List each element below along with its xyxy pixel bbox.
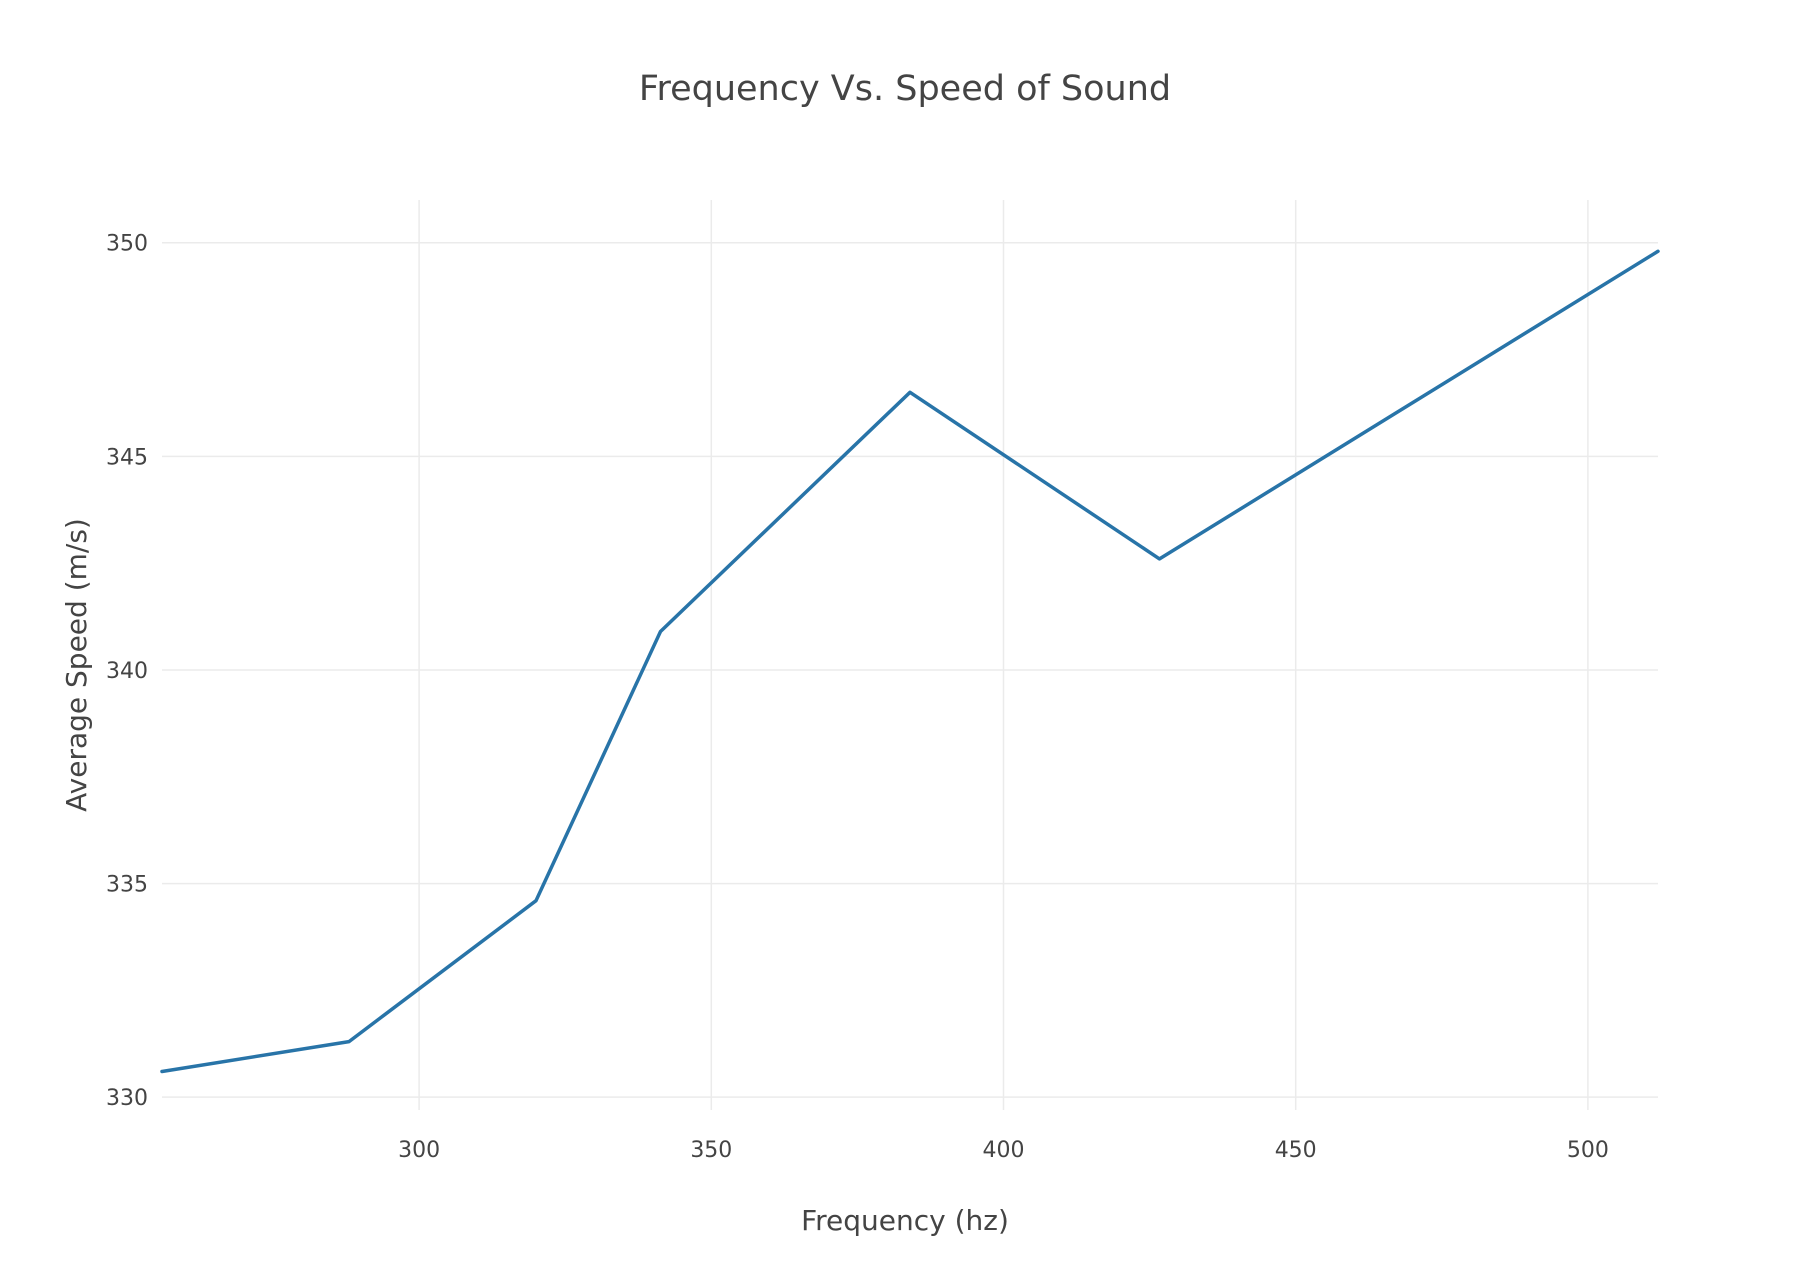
x-tick-label: 450: [1275, 1138, 1317, 1163]
chart-title: Frequency Vs. Speed of Sound: [639, 69, 1171, 109]
y-tick-label: 345: [106, 445, 148, 470]
x-tick-label: 500: [1567, 1138, 1609, 1163]
x-tick-label: 300: [398, 1138, 440, 1163]
y-axis-title: Average Speed (m/s): [60, 518, 93, 812]
x-tick-label: 350: [690, 1138, 732, 1163]
x-axis-title: Frequency (hz): [801, 1204, 1009, 1237]
series-group: [160, 249, 1660, 1074]
y-tick-label: 340: [106, 659, 148, 684]
y-tick-label: 335: [106, 873, 148, 898]
x-tick-label: 400: [983, 1138, 1025, 1163]
x-gridlines: [418, 200, 1589, 1110]
x-tick-labels: 300 350 400 450 500: [398, 1138, 1609, 1163]
y-gridlines: [162, 241, 1658, 1098]
y-tick-label: 330: [106, 1086, 148, 1111]
series-line: [160, 249, 1660, 1074]
y-tick-labels: 330 335 340 345 350: [106, 232, 148, 1111]
y-tick-label: 350: [106, 232, 148, 257]
